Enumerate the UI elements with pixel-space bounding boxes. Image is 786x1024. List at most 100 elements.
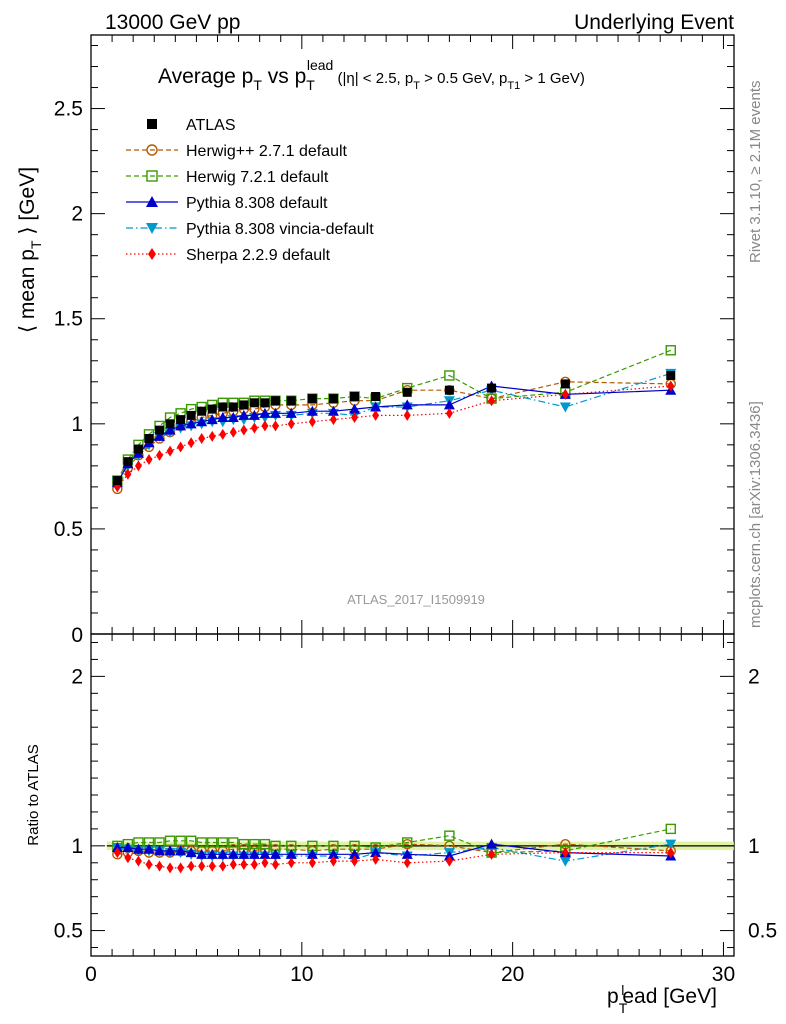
series-pythia-8-308-default (111, 380, 677, 488)
data-point (271, 858, 279, 870)
data-point (164, 845, 176, 856)
data-point (403, 857, 411, 869)
data-point (208, 860, 216, 872)
data-point (238, 838, 250, 850)
data-point (185, 835, 197, 846)
data-point (187, 860, 195, 872)
legend-label: ATLAS (186, 117, 236, 134)
data-point (164, 835, 176, 846)
mcplots-citation-label: mcplots.cern.ch [arXiv:1306.3436] (747, 401, 764, 628)
data-point (124, 852, 132, 864)
data-point (667, 380, 675, 392)
data-point (286, 396, 296, 406)
data-point (249, 838, 260, 850)
legend-item-pythia-8-308-vincia-default: Pythia 8.308 vincia-default (126, 221, 374, 238)
data-point (667, 847, 675, 859)
series-pythia-8-308-vincia-default (111, 368, 677, 489)
legend-item-sherpa-2-2-9-default: Sherpa 2.2.9 default (126, 247, 331, 264)
ratio-y-tick-label-right: 1 (748, 835, 760, 858)
data-point (349, 403, 361, 414)
data-point (124, 468, 132, 480)
data-point (351, 412, 359, 424)
ratio-y-tick-label-right: 2 (748, 665, 760, 688)
data-point (175, 420, 187, 431)
data-point (166, 445, 174, 457)
data-point (164, 424, 176, 435)
data-point (185, 847, 197, 858)
data-point (370, 401, 382, 412)
legend-label: Sherpa 2.2.9 default (186, 247, 331, 264)
data-point (285, 407, 297, 418)
series-pythia-8-308-default (111, 838, 677, 861)
legend-item-pythia-8-308-default: Pythia 8.308 default (126, 195, 328, 212)
data-point (269, 407, 281, 418)
data-point (134, 460, 142, 472)
data-point (665, 823, 676, 835)
series-sherpa-2-2-9-default (113, 380, 675, 493)
legend-marker (146, 196, 158, 207)
data-point (227, 412, 239, 423)
data-point (185, 418, 197, 429)
data-point (196, 837, 207, 848)
data-point (401, 399, 413, 410)
plot-title: Average pT vs pTlead (|η| < 2.5, pT > 0.… (158, 57, 585, 93)
data-point (228, 837, 239, 848)
data-point (198, 433, 206, 445)
main-y-tick-label: 1 (71, 413, 83, 436)
x-tick-label: 10 (290, 963, 313, 986)
data-point (133, 444, 143, 454)
header-right: Underlying Event (574, 11, 734, 34)
data-point (177, 441, 185, 453)
series-line (117, 828, 671, 854)
series-line (116, 385, 671, 488)
data-point (250, 422, 258, 434)
legend-item-herwig-7-2-1-default: Herwig 7.2.1 default (126, 169, 329, 186)
analysis-watermark: ATLAS_2017_I1509919 (347, 592, 485, 607)
data-point (208, 430, 216, 442)
data-point (155, 425, 165, 435)
data-point (259, 848, 271, 859)
data-point (271, 420, 279, 432)
legend-marker (146, 144, 158, 156)
data-point (287, 418, 295, 430)
data-point (207, 404, 217, 414)
data-point (229, 426, 237, 438)
data-point (259, 407, 271, 418)
data-point (487, 383, 497, 393)
data-point (329, 414, 337, 426)
ratio-y-tick-label-right: 0.5 (748, 920, 777, 943)
data-point (238, 409, 250, 420)
data-point (445, 855, 453, 867)
data-point (269, 848, 281, 859)
data-point (154, 845, 166, 856)
main-y-tick-label: 2.5 (54, 98, 83, 121)
data-point (176, 415, 186, 425)
main-y-tick-label: 2 (71, 203, 83, 226)
data-point (144, 434, 154, 444)
data-point (444, 385, 454, 395)
x-tick-label: 0 (85, 963, 97, 986)
data-point (402, 837, 413, 848)
data-point (308, 857, 316, 869)
data-point (308, 416, 316, 428)
legend-marker (146, 170, 158, 182)
data-point (145, 454, 153, 466)
data-point (261, 420, 269, 432)
data-point (443, 850, 455, 861)
data-point (349, 848, 361, 859)
data-point (238, 848, 250, 859)
x-tick-label: 20 (501, 963, 524, 986)
data-point (561, 388, 569, 400)
data-point (248, 848, 260, 859)
legend-marker (147, 119, 157, 129)
data-point (217, 848, 229, 859)
data-point (561, 847, 569, 859)
data-point (351, 855, 359, 867)
data-point (186, 410, 196, 420)
legend-item-herwig-2-7-1-default: Herwig++ 2.7.1 default (126, 143, 348, 160)
data-point (217, 412, 229, 423)
data-point (218, 402, 228, 412)
data-point (123, 457, 133, 467)
data-point (134, 855, 142, 867)
